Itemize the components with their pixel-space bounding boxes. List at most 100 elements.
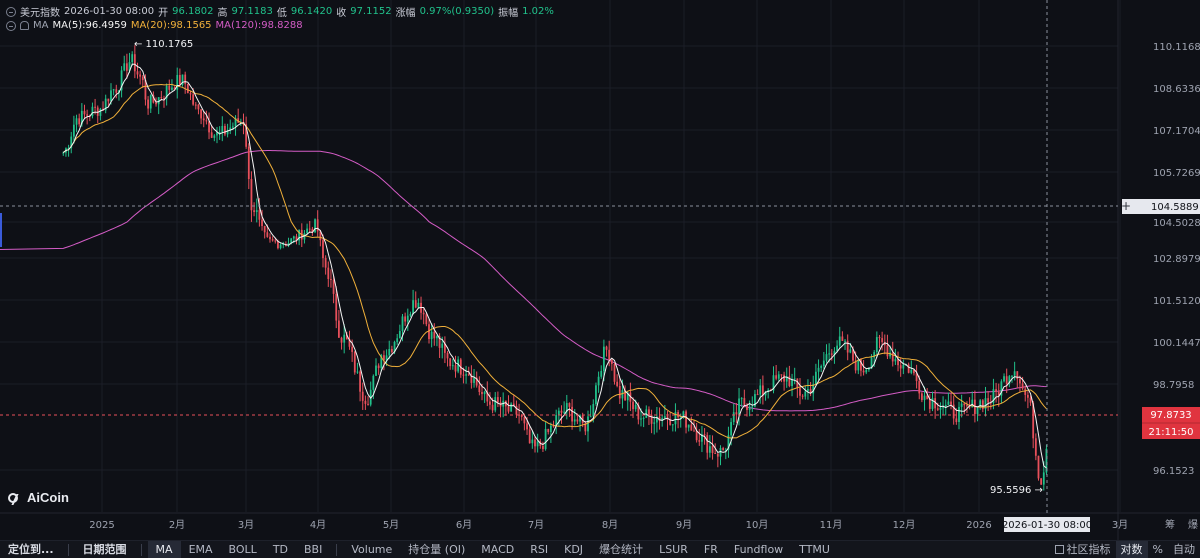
candle-body	[343, 334, 346, 343]
candle-body	[655, 416, 658, 423]
main-indicator-boll[interactable]: BOLL	[228, 542, 257, 556]
candle-body	[581, 415, 584, 424]
sub-indicator-volume[interactable]: Volume	[351, 542, 393, 556]
candle-body	[425, 314, 428, 325]
date-range-button[interactable]: 日期范围	[82, 542, 127, 556]
candle-body	[748, 406, 751, 410]
sub-indicator-fr[interactable]: FR	[703, 542, 718, 556]
candle-body	[857, 359, 860, 371]
percent-scale-toggle[interactable]: %	[1152, 543, 1163, 556]
candle-body	[799, 388, 801, 396]
candle-body	[891, 352, 894, 362]
candle-body	[218, 132, 221, 134]
sub-indicator-rsi[interactable]: RSI	[530, 542, 549, 556]
main-indicator-td[interactable]: TD	[272, 542, 289, 556]
main-indicator-bbi[interactable]: BBI	[304, 542, 323, 556]
y-tick-label: 100.1447	[1153, 338, 1200, 349]
main-indicator-ema[interactable]: EMA	[188, 542, 213, 556]
collapse-icon[interactable]	[6, 6, 16, 17]
log-scale-toggle[interactable]: 对数	[1115, 541, 1148, 558]
symbol-name[interactable]: 美元指数	[20, 8, 60, 19]
x-tick-label: 11月	[820, 519, 843, 531]
candle-body	[335, 293, 338, 321]
auto-scale-toggle[interactable]: 自动	[1173, 543, 1195, 556]
candle-body	[563, 411, 566, 413]
candle-body	[793, 378, 796, 380]
main-indicator-ma[interactable]: MA	[147, 540, 181, 558]
community-indicators-button[interactable]: 社区指标	[1050, 541, 1116, 558]
candle-body	[616, 381, 619, 386]
candle-body	[865, 369, 868, 373]
candle-body	[995, 389, 997, 392]
candle-body	[70, 136, 73, 149]
alert-bell-icon[interactable]	[20, 21, 29, 30]
logo-text: AiCoin	[27, 490, 69, 505]
candle-body	[359, 371, 361, 392]
candle-body	[971, 399, 974, 408]
candle-body	[732, 412, 735, 423]
sub-indicator-oi[interactable]: 持仓量 (OI)	[408, 542, 466, 556]
candle-body	[428, 324, 430, 340]
toolbar-right: 社区指标 对数 % 自动	[1050, 541, 1200, 558]
candle-body	[345, 334, 348, 340]
candlestick-series	[62, 45, 1048, 491]
candle-body	[324, 258, 327, 268]
candle-body	[340, 337, 343, 343]
sub-indicator-liquidation[interactable]: 爆仓统计	[599, 542, 644, 556]
aicoin-logo: AiCoin	[8, 490, 69, 505]
candle-body	[918, 381, 921, 394]
candle-body	[722, 448, 725, 451]
candle-body	[820, 366, 823, 368]
candle-body	[934, 398, 937, 409]
candle-body	[388, 349, 391, 356]
candle-body	[928, 399, 931, 409]
candle-body	[1024, 388, 1027, 395]
indicator-name[interactable]: MA	[33, 20, 49, 31]
sub-indicator-fundflow[interactable]: Fundflow	[733, 542, 784, 556]
candle-body	[984, 398, 987, 410]
crosshair-price-tag	[1122, 199, 1200, 214]
candle-body	[894, 359, 897, 362]
candle-body	[693, 430, 695, 432]
candle-body	[584, 423, 587, 432]
high-value: 97.1183	[231, 6, 273, 17]
sub-indicator-ttmu[interactable]: TTMU	[799, 542, 830, 556]
sub-indicator-kdj[interactable]: KDJ	[564, 542, 584, 556]
candle-body	[271, 239, 274, 241]
candle-body	[112, 89, 115, 91]
candle-body	[608, 349, 611, 360]
candle-body	[618, 385, 621, 399]
crosshair-date-tag	[1004, 517, 1090, 532]
candle-body	[292, 236, 295, 239]
sub-indicator-lsur[interactable]: LSUR	[659, 542, 688, 556]
candle-body	[192, 94, 195, 105]
candle-body	[780, 374, 783, 376]
candle-body	[730, 422, 732, 436]
candle-body	[72, 124, 75, 137]
candle-body	[854, 360, 857, 371]
candle-body	[701, 434, 703, 442]
candle-body	[828, 353, 831, 355]
candle-body	[409, 313, 412, 316]
candle-body	[91, 106, 94, 117]
countdown-value: 21:11:50	[1149, 427, 1194, 438]
price-chart[interactable]: 110.1168 108.6336 107.1704 105.7269 104.5028…	[0, 0, 1200, 540]
y-tick-label: 110.1168	[1153, 42, 1200, 53]
candle-body	[446, 352, 449, 359]
candle-body	[817, 367, 820, 372]
goto-button[interactable]: 定位到...	[8, 542, 54, 556]
candle-body	[597, 376, 600, 386]
candle-body	[942, 407, 944, 409]
candle-body	[465, 374, 467, 376]
collapse-icon[interactable]	[6, 20, 16, 31]
candle-body	[777, 374, 780, 379]
candle-body	[695, 430, 698, 441]
candle-body	[430, 331, 433, 340]
candle-body	[979, 400, 982, 408]
candle-body	[963, 403, 966, 406]
sub-indicator-macd[interactable]: MACD	[481, 542, 515, 556]
candle-body	[690, 424, 693, 431]
candle-body	[510, 403, 513, 412]
candle-body	[907, 364, 910, 373]
candle-body	[518, 414, 520, 416]
